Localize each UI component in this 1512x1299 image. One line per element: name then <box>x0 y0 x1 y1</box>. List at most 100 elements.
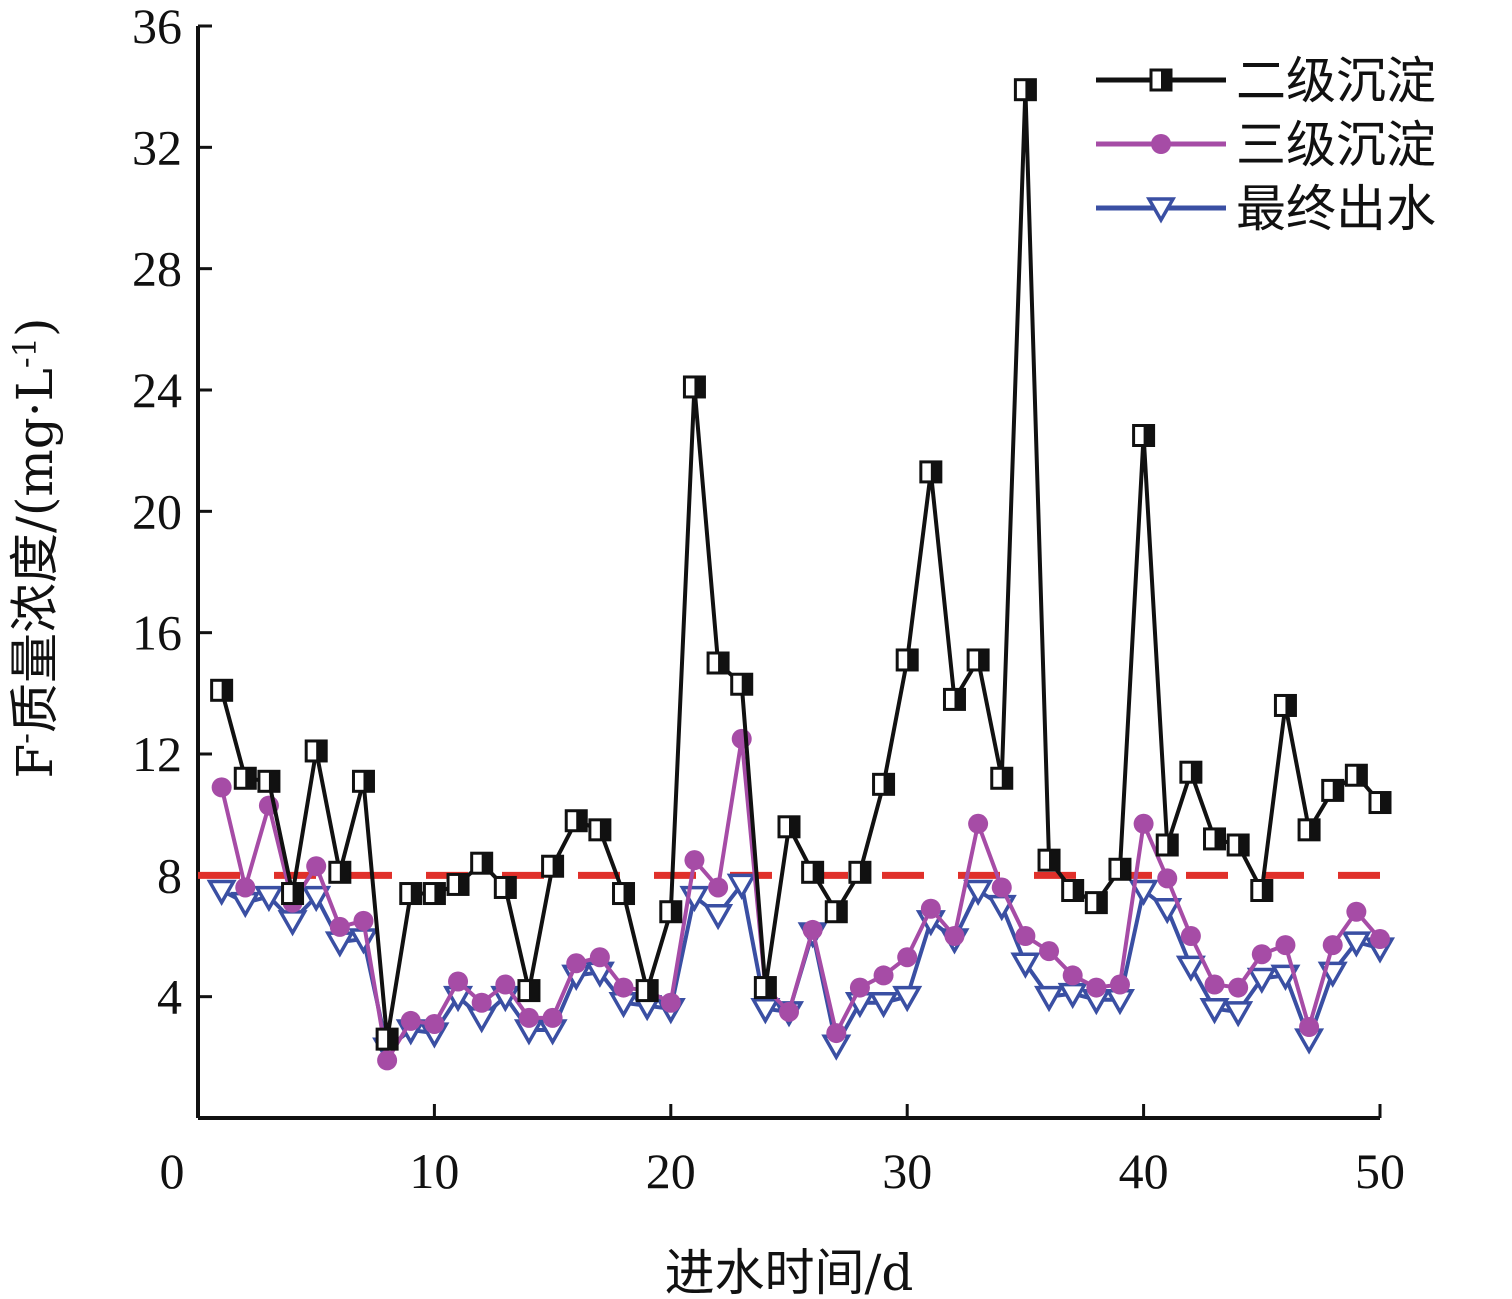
legend-marker <box>1145 197 1177 224</box>
series-1-point <box>257 769 281 793</box>
y-axis-title-ion-charge: - <box>6 733 44 744</box>
series-1-point <box>233 766 257 790</box>
series-2-point <box>424 1013 445 1034</box>
series-1-point <box>1297 818 1321 842</box>
legend-marker <box>1151 134 1171 154</box>
series-1-point <box>422 882 446 906</box>
series-2-point <box>968 813 989 834</box>
series-1-point <box>1344 763 1368 787</box>
y-axis-title-close: ) <box>6 317 64 337</box>
series-2-point <box>566 953 587 974</box>
series-2-point <box>518 1007 539 1028</box>
series-2-point <box>708 877 729 898</box>
series-3-point <box>703 904 734 931</box>
series-1-point <box>541 854 565 878</box>
series-1-point <box>399 882 423 906</box>
series-2-point <box>211 777 232 798</box>
series-3-point <box>963 879 994 907</box>
series-1-point <box>706 651 730 675</box>
series-2-point <box>684 850 705 871</box>
series-1-point <box>824 900 848 924</box>
series-1-point <box>1179 760 1203 784</box>
x-tick-label: 40 <box>1119 1143 1169 1199</box>
series-2-point <box>1086 977 1107 998</box>
series-3-point <box>1034 985 1065 1013</box>
series-1-point <box>564 809 588 833</box>
series-2-point <box>1039 941 1060 962</box>
legend-label: 二级沉淀 <box>1236 52 1436 110</box>
series-3-point <box>1128 879 1159 907</box>
series-2-point <box>1370 929 1390 950</box>
y-tick-label: 20 <box>132 483 182 539</box>
x-tick-label: 30 <box>882 1143 932 1199</box>
y-tick-label: 4 <box>157 969 182 1025</box>
series-1-point <box>1321 778 1345 802</box>
series-1-point <box>1084 891 1108 915</box>
series-1-point <box>493 875 517 899</box>
series-1-point <box>730 672 754 696</box>
series-1-point <box>1203 827 1227 851</box>
series-2-point <box>235 877 256 898</box>
y-axis-title: F-质量浓度/(mg·L-1) <box>6 317 64 778</box>
legend-label: 最终出水 <box>1236 180 1436 238</box>
series-1 <box>210 78 1392 1051</box>
y-axis-title-quantity: 质量浓度/(mg·L <box>6 368 64 733</box>
legend-item-3: 最终出水 <box>1096 180 1436 238</box>
series-1-line <box>219 87 1382 1042</box>
series-1-point <box>470 851 494 875</box>
series-2-point <box>802 919 823 940</box>
series-1-point <box>919 460 943 484</box>
series-2-point <box>1228 977 1249 998</box>
series-1-point <box>848 860 872 884</box>
series-1-point <box>635 979 659 1003</box>
series-2-point <box>920 898 941 919</box>
series-1-point <box>351 769 375 793</box>
series-2-point <box>826 1023 847 1044</box>
series-2-point <box>471 992 492 1013</box>
y-tick-label: 32 <box>132 119 182 175</box>
axes <box>196 26 1380 1120</box>
series-2-point <box>873 965 894 986</box>
series-2-point <box>1322 935 1343 956</box>
y-tick-label: 28 <box>132 241 182 297</box>
series-2-point <box>1109 974 1130 995</box>
x-tick-label: 20 <box>646 1143 696 1199</box>
series-2-point <box>1299 1017 1320 1037</box>
series-3-point <box>206 879 237 907</box>
series-3-point <box>750 998 781 1025</box>
series-3-point <box>301 885 332 913</box>
series-1-point <box>895 648 919 672</box>
x-tick-label: 0 <box>160 1143 185 1199</box>
series-2-point <box>1180 926 1201 946</box>
series-2-point <box>589 947 610 968</box>
series-1-point <box>942 687 966 711</box>
series-1-point <box>1250 879 1274 902</box>
y-axis-ticks: 4 8 12 16 20 24 28 32 36 <box>132 0 212 1025</box>
x-tick-label: 50 <box>1355 1143 1405 1199</box>
series-2-point <box>495 974 516 995</box>
series-2-point <box>944 926 965 946</box>
series-1-point <box>612 882 636 906</box>
series-2-point <box>613 977 634 998</box>
series-1-point <box>1108 857 1132 881</box>
series-2-point <box>991 877 1012 898</box>
series-3-point <box>726 873 757 900</box>
series-2-point <box>306 856 327 877</box>
series-3-point <box>253 885 284 913</box>
series-2-point <box>1062 965 1083 986</box>
y-tick-label: 12 <box>132 726 182 782</box>
series-2-point <box>377 1050 398 1071</box>
series-2-point <box>1157 868 1178 889</box>
series-1-point <box>872 772 896 796</box>
series-1-point <box>1155 833 1179 857</box>
y-axis-title-exponent: -1 <box>6 337 44 368</box>
series-2-point <box>897 947 918 968</box>
series-1-point <box>304 739 328 763</box>
series-2-line <box>219 736 1382 1063</box>
series-2-point <box>329 916 350 937</box>
y-tick-label: 16 <box>132 605 182 661</box>
series-layer <box>206 78 1396 1071</box>
series-3-point <box>1010 952 1041 979</box>
x-axis-title: 进水时间/d <box>665 1244 914 1299</box>
